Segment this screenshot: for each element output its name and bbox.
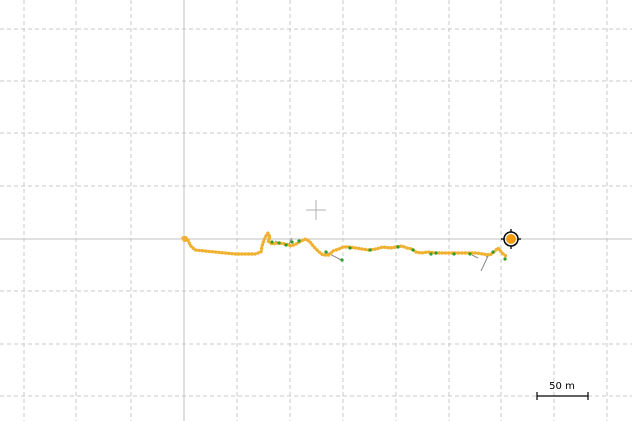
- track-waypoint: [429, 252, 433, 256]
- track-waypoint: [468, 252, 472, 256]
- track-waypoint: [324, 250, 328, 254]
- track-waypoint: [491, 250, 495, 254]
- track-points: [181, 229, 508, 258]
- track-waypoint: [396, 245, 400, 249]
- track-connector: [471, 254, 479, 259]
- scale-bar-label: 50 m: [549, 381, 575, 392]
- track-waypoint: [340, 258, 344, 262]
- track-waypoint: [348, 246, 352, 250]
- grid-horizontal-lines: [0, 28, 632, 397]
- track-waypoint: [290, 240, 294, 244]
- crosshair-icon: [306, 200, 326, 220]
- track-waypoint: [284, 243, 288, 247]
- track-waypoint: [297, 239, 301, 243]
- grid-vertical-lines: [23, 0, 608, 421]
- track-waypoint: [270, 240, 274, 244]
- track-start-point: [182, 236, 188, 242]
- track-waypoints: [270, 239, 507, 262]
- track-connectors: [274, 237, 494, 272]
- track-waypoint: [368, 248, 372, 252]
- track-waypoint: [503, 257, 507, 261]
- track-waypoint: [434, 251, 438, 255]
- current-position-icon[interactable]: [501, 229, 521, 249]
- scale-bar: 50 m: [536, 381, 589, 400]
- gps-track: [181, 229, 508, 272]
- track-waypoint: [452, 252, 456, 256]
- track-waypoint: [411, 248, 415, 252]
- track-waypoint: [277, 241, 281, 245]
- track-connector: [480, 255, 489, 272]
